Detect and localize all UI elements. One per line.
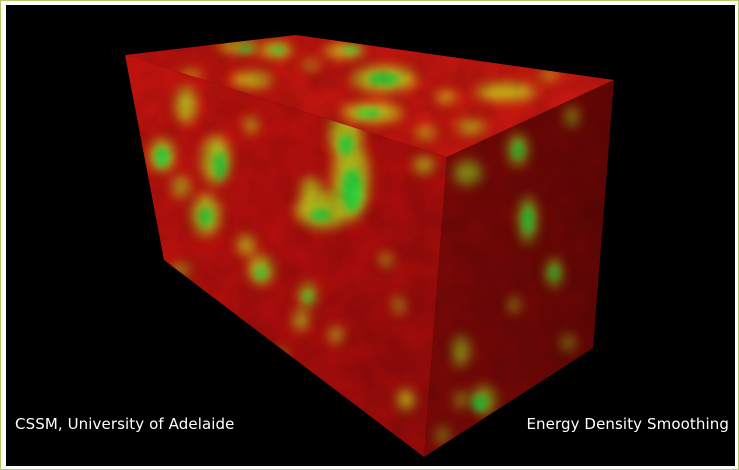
- render-viewport: CSSM, University of Adelaide Energy Dens…: [6, 5, 735, 466]
- caption-institution: CSSM, University of Adelaide: [15, 415, 235, 433]
- cube-side-face: [424, 80, 614, 457]
- caption-method: Energy Density Smoothing: [526, 415, 729, 433]
- lattice-cube-render: [125, 35, 614, 457]
